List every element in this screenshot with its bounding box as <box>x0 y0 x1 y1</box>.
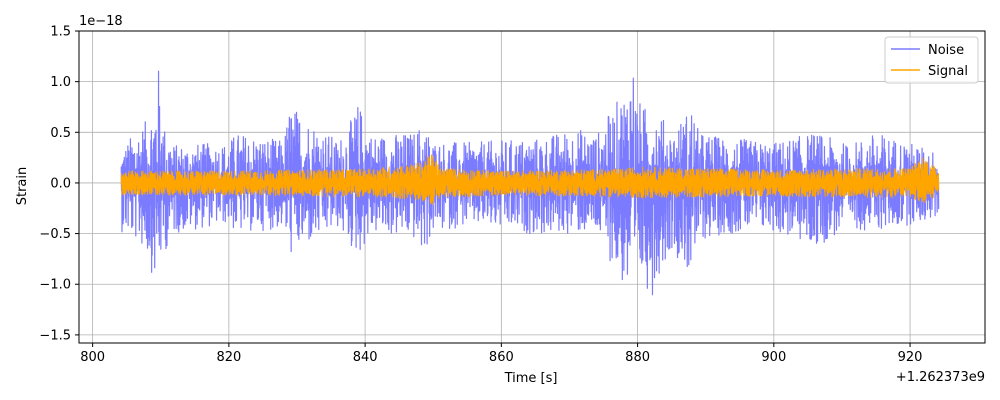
legend: Noise Signal <box>884 36 979 84</box>
x-tick-label: 840 <box>353 350 378 365</box>
x-tick-label: 800 <box>80 350 105 365</box>
x-tick-label: 920 <box>898 350 923 365</box>
y-tick-label: 0.5 <box>50 126 71 141</box>
y-tick-label: −0.5 <box>39 227 71 242</box>
x-tick-label: 900 <box>761 350 786 365</box>
plot-area <box>120 70 940 296</box>
y-tick-label: 0.0 <box>50 176 71 191</box>
y-scale-label: 1e−18 <box>79 14 123 29</box>
y-tick-label: 1.0 <box>50 75 71 90</box>
x-tick-label: 860 <box>489 350 514 365</box>
legend-label-signal: Signal <box>928 64 968 79</box>
y-tick-label: −1.5 <box>39 328 71 343</box>
y-tick-label: −1.0 <box>39 278 71 293</box>
axis-ticks: 800 820 840 860 880 900 920 −1.5 −1.0 −0.5 0.0 0.5 1… <box>39 25 922 366</box>
series-line-signal <box>120 154 940 206</box>
x-axis-label: Time [s] <box>504 371 558 386</box>
x-tick-label: 820 <box>216 350 241 365</box>
y-tick-label: 1.5 <box>50 25 71 40</box>
x-tick-label: 880 <box>625 350 650 365</box>
legend-label-noise: Noise <box>928 43 964 58</box>
x-offset-label: +1.262373e9 <box>896 370 985 385</box>
y-axis-label: Strain <box>15 167 30 206</box>
axes-frame <box>78 30 986 344</box>
